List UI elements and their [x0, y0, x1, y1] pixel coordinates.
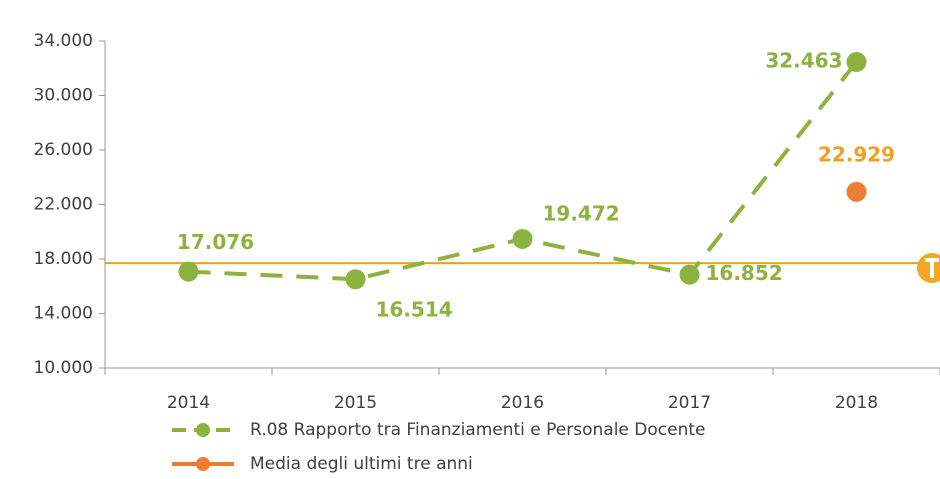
value-label: 32.463 [765, 48, 842, 72]
y-tick-label: 10.000 [34, 358, 93, 378]
x-tick-label: 2018 [835, 393, 878, 413]
point [512, 228, 533, 249]
reference-marker [917, 253, 940, 283]
value-label: 19.472 [543, 201, 620, 225]
value-label: 16.852 [706, 261, 783, 285]
y-tick-label: 34.000 [34, 31, 93, 51]
y-tick-label: 26.000 [34, 140, 93, 160]
value-label: 17.076 [177, 230, 254, 254]
value-label: 16.514 [376, 298, 453, 322]
x-tick-label: 2015 [334, 393, 377, 413]
point [345, 269, 366, 290]
point [679, 264, 700, 285]
point [178, 261, 199, 282]
y-tick-label: 14.000 [34, 304, 93, 324]
point [846, 181, 867, 202]
y-tick-label: 22.000 [34, 195, 93, 215]
x-tick-label: 2017 [668, 393, 711, 413]
legend-label: R.08 Rapporto tra Finanziamenti e Person… [250, 420, 706, 440]
y-tick-label: 30.000 [34, 86, 93, 106]
legend-label: Media degli ultimi tre anni [250, 454, 473, 474]
legend-marker [196, 457, 210, 471]
y-tick-label: 18.000 [34, 249, 93, 269]
point [846, 51, 867, 72]
legend-marker [196, 423, 210, 437]
x-tick-label: 2014 [167, 393, 210, 413]
value-label: 22.929 [818, 142, 895, 166]
x-tick-label: 2016 [501, 393, 544, 413]
